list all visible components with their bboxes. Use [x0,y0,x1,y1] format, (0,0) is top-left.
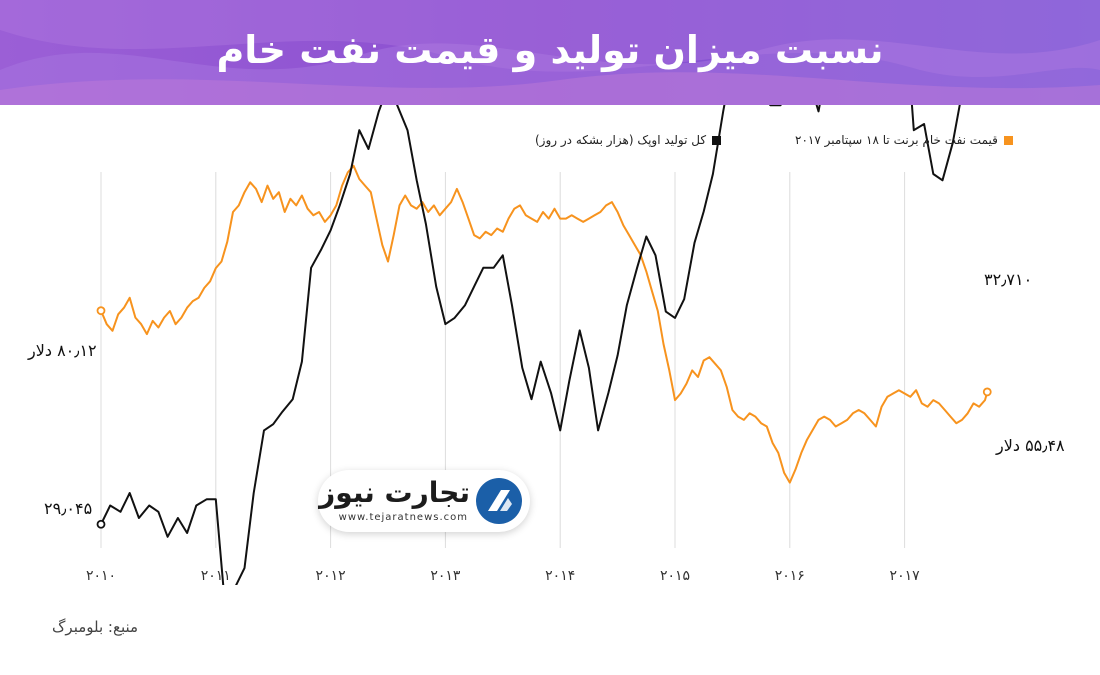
legend-label-brent: قیمت نفت خام برنت تا ۱۸ سپتامبر ۲۰۱۷ [795,133,998,147]
logo-url: www.tejaratnews.com [338,512,468,523]
legend-item-brent: قیمت نفت خام برنت تا ۱۸ سپتامبر ۲۰۱۷ [795,133,1013,147]
source-note: منبع: بلومبرگ [52,618,139,636]
x-axis-ticks: ۲۰۱۰ ۲۰۱۱ ۲۰۱۲ ۲۰۱۳ ۲۰۱۴ ۲۰۱۵ ۲۰۱۶ ۲۰۱۷ [86,568,920,584]
x-tick-label: ۲۰۱۱ [201,568,231,584]
chart-area: ۲۰۱۰ ۲۰۱۱ ۲۰۱۲ ۲۰۱۳ ۲۰۱۴ ۲۰۱۵ ۲۰۱۶ ۲۰۱۷ [86,105,992,585]
series-layer [96,105,992,585]
legend-swatch-opec [712,136,722,145]
x-tick-label: ۲۰۱۷ [890,568,921,584]
series-end-marker-0 [982,387,992,397]
header-banner: نسبت میزان تولید و قیمت نفت خام [0,0,1100,105]
series-start-marker-0 [96,306,106,316]
page-title: نسبت میزان تولید و قیمت نفت خام [216,28,884,72]
legend-item-opec: کل تولید اوپک (هزار بشکه در روز) [535,133,722,147]
x-tick-label: ۲۰۱۶ [775,568,805,584]
tejarat-news-logo: تجارت نیوز www.tejaratnews.com [318,470,530,532]
opec-end-label: ۳۲٫۷۱۰ [984,270,1033,289]
series-line-1 [100,105,961,585]
legend-label-opec: کل تولید اوپک (هزار بشکه در روز) [535,133,707,147]
x-tick-label: ۲۰۱۳ [430,568,461,584]
series-line-0 [100,164,989,484]
x-tick-label: ۲۰۱۵ [660,568,690,584]
legend-swatch-brent [1003,136,1013,145]
x-tick-label: ۲۰۱۲ [316,568,346,584]
series-start-marker-1 [96,519,106,529]
header-background [0,0,1100,105]
grid-lines [100,172,906,548]
logo-mark-icon [476,478,522,524]
logo-name: تجارت نیوز [319,476,470,509]
x-tick-label: ۲۰۱۰ [86,568,116,584]
brent-end-label: ۵۵٫۴۸ دلار [996,436,1065,455]
x-tick-label: ۲۰۱۴ [545,568,575,584]
brent-start-label: ۸۰٫۱۲ دلار [28,341,97,360]
opec-start-label: ۲۹٫۰۴۵ [44,499,93,518]
